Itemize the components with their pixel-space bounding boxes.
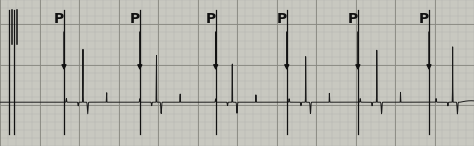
Text: P: P xyxy=(54,12,64,26)
Text: P: P xyxy=(206,12,216,26)
Text: P: P xyxy=(348,12,358,26)
Text: P: P xyxy=(130,12,140,26)
Text: P: P xyxy=(277,12,287,26)
Text: P: P xyxy=(419,12,429,26)
